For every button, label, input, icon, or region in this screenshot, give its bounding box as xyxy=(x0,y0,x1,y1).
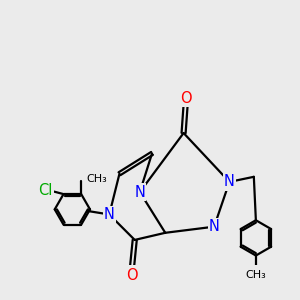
Text: CH₃: CH₃ xyxy=(86,174,107,184)
Text: Cl: Cl xyxy=(38,183,53,198)
Text: N: N xyxy=(209,219,220,234)
Text: N: N xyxy=(224,174,235,189)
Text: CH₃: CH₃ xyxy=(245,270,266,280)
Text: O: O xyxy=(126,268,137,283)
Text: N: N xyxy=(104,207,115,222)
Text: N: N xyxy=(134,184,145,200)
Text: O: O xyxy=(180,91,191,106)
